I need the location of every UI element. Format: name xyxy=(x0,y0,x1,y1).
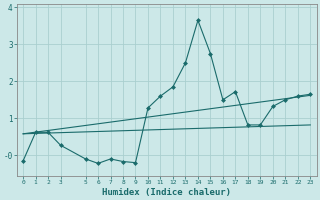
X-axis label: Humidex (Indice chaleur): Humidex (Indice chaleur) xyxy=(102,188,231,197)
